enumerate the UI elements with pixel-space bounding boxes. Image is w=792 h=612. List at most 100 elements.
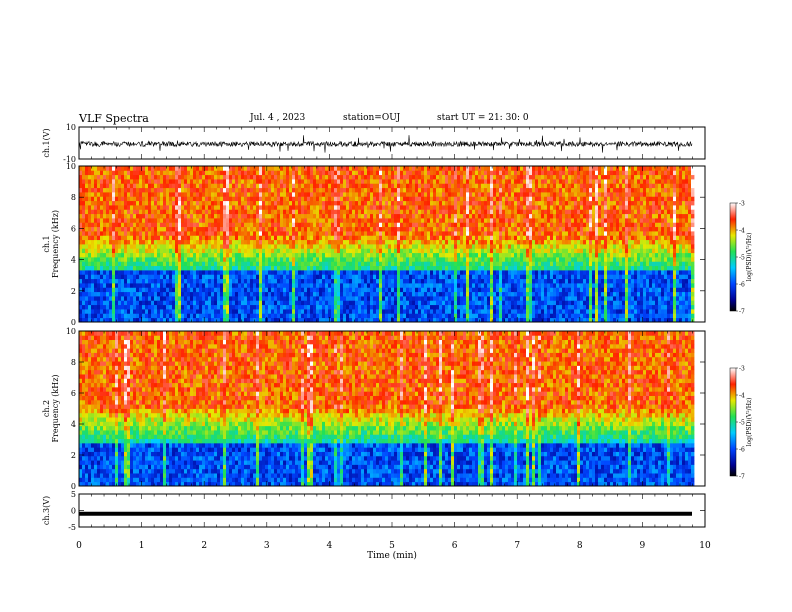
- ch1-spec-cell: [397, 296, 401, 301]
- ch1-spec-cell: [79, 222, 83, 228]
- ch1-spec-cell: [424, 265, 428, 271]
- ch1-spec-cell: [442, 270, 446, 275]
- ch1-spec-cell: [442, 265, 446, 271]
- ch1-spec-cell: [229, 222, 233, 228]
- ch1-spec-cell: [361, 213, 365, 219]
- ch1-spec-cell: [127, 300, 131, 306]
- ch1-spec-cell: [382, 313, 386, 319]
- ch1-spec-cell: [247, 222, 251, 228]
- ch1-spec-cell: [313, 296, 317, 301]
- ch1-spec-cell: [304, 287, 308, 293]
- ch1-spec-cell: [280, 226, 284, 232]
- ch1-spec-cell: [151, 291, 155, 297]
- ch1-spec-cell: [268, 261, 272, 267]
- ch1-spec-cell: [469, 179, 473, 184]
- ch1-spec-cell: [274, 174, 278, 180]
- ch1-spec-cell: [370, 270, 374, 275]
- ch1-spec-cell: [358, 235, 362, 241]
- ch1-spec-cell: [124, 213, 128, 219]
- ch1-spec-cell: [103, 278, 107, 284]
- ch1-spec-cell: [172, 244, 176, 249]
- ch1-spec-cell: [211, 170, 215, 176]
- ch1-spec-cell: [202, 252, 206, 258]
- ch1-spec-cell: [430, 270, 434, 275]
- ch1-spec-cell: [379, 209, 383, 215]
- ch1-spec-cell: [286, 265, 290, 271]
- ch1-spec-cell: [397, 252, 401, 258]
- ch1-spec-cell: [202, 209, 206, 215]
- ch1-spec-cell: [259, 261, 263, 267]
- ch1-spec-cell: [121, 218, 125, 223]
- ch1-spec-cell: [445, 248, 449, 254]
- ch1-spec-cell: [244, 183, 248, 189]
- ch1-spec-cell: [229, 304, 233, 310]
- ch1-spec-cell: [334, 231, 338, 236]
- ch1-spec-cell: [130, 170, 134, 176]
- ch1-spec-cell: [322, 270, 326, 275]
- ch1-wave-y-tick-label: 10: [66, 123, 76, 132]
- ch1-spec-cell: [190, 179, 194, 184]
- ch1-spec-cell: [235, 270, 239, 275]
- ch1-spec-cell: [349, 300, 353, 306]
- ch1-spec-cell: [421, 257, 425, 262]
- ch1-spec-cell: [463, 200, 467, 206]
- ch1-spec-cell: [388, 261, 392, 267]
- ch1-spec-cell: [154, 187, 158, 193]
- ch1-spec-cell: [178, 261, 182, 267]
- ch1-spec-cell: [121, 205, 125, 210]
- ch1-spec-cell: [373, 235, 377, 241]
- ch1-spec-cell: [193, 239, 197, 245]
- ch1-spec-cell: [481, 257, 485, 262]
- ch1-spec-cell: [376, 291, 380, 297]
- ch1-spec-cell: [391, 270, 395, 275]
- ch1-spec-cell: [403, 231, 407, 236]
- ch1-spec-cell: [100, 313, 104, 319]
- ch1-spec-cell: [409, 166, 413, 171]
- ch1-spec-cell: [244, 304, 248, 310]
- ch1-spec-cell: [337, 270, 341, 275]
- ch1-spec-cell: [352, 196, 356, 202]
- ch1-spec-cell: [256, 174, 260, 180]
- ch1-spec-cell: [394, 183, 398, 189]
- ch1-spec-cell: [118, 296, 122, 301]
- ch1-spec-cell: [346, 226, 350, 232]
- ch1-spec-cell: [385, 239, 389, 245]
- ch1-spec-cell: [223, 179, 227, 184]
- ch1-spec-cell: [172, 196, 176, 202]
- ch1-spec-cell: [253, 239, 257, 245]
- ch1-spec-cell: [274, 179, 278, 184]
- ch1-spec-cell: [85, 196, 89, 202]
- ch1-spec-cell: [409, 257, 413, 262]
- ch1-spec-cell: [313, 309, 317, 314]
- ch1-spec-cell: [91, 304, 95, 310]
- ch1-spec-cell: [286, 313, 290, 319]
- ch1-spec-cell: [370, 304, 374, 310]
- ch1-spec-cell: [211, 205, 215, 210]
- ch1-spec-cell: [451, 205, 455, 210]
- ch1-spec-cell: [280, 196, 284, 202]
- ch1-spec-cell: [478, 235, 482, 241]
- ch1-spec-cell: [460, 183, 464, 189]
- ch1-spec-cell: [133, 222, 137, 228]
- ch1-spec-cell: [85, 296, 89, 301]
- ch1-spec-cell: [121, 283, 125, 288]
- ch1-spec-cell: [349, 283, 353, 288]
- ch1-spec-cell: [367, 274, 371, 280]
- ch1-spec-cell: [85, 261, 89, 267]
- ch1-spec-cell: [217, 205, 221, 210]
- ch1-spec-cell: [442, 209, 446, 215]
- ch1-spec-cell: [325, 209, 329, 215]
- ch1-spec-cell: [391, 187, 395, 193]
- ch1-spec-cell: [178, 309, 182, 314]
- ch1-spec-cell: [436, 278, 440, 284]
- ch1-spec-cell: [382, 213, 386, 219]
- ch1-spec-cell: [325, 304, 329, 310]
- ch1-spec-cell: [241, 300, 245, 306]
- ch1-spec-cell: [469, 261, 473, 267]
- ch1-spec-cell: [202, 248, 206, 254]
- ch1-spec-cell: [322, 287, 326, 293]
- ch1-spec-cell: [481, 252, 485, 258]
- ch1-spec-cell: [211, 278, 215, 284]
- ch1-spec-cell: [412, 304, 416, 310]
- ch1-spec-cell: [364, 270, 368, 275]
